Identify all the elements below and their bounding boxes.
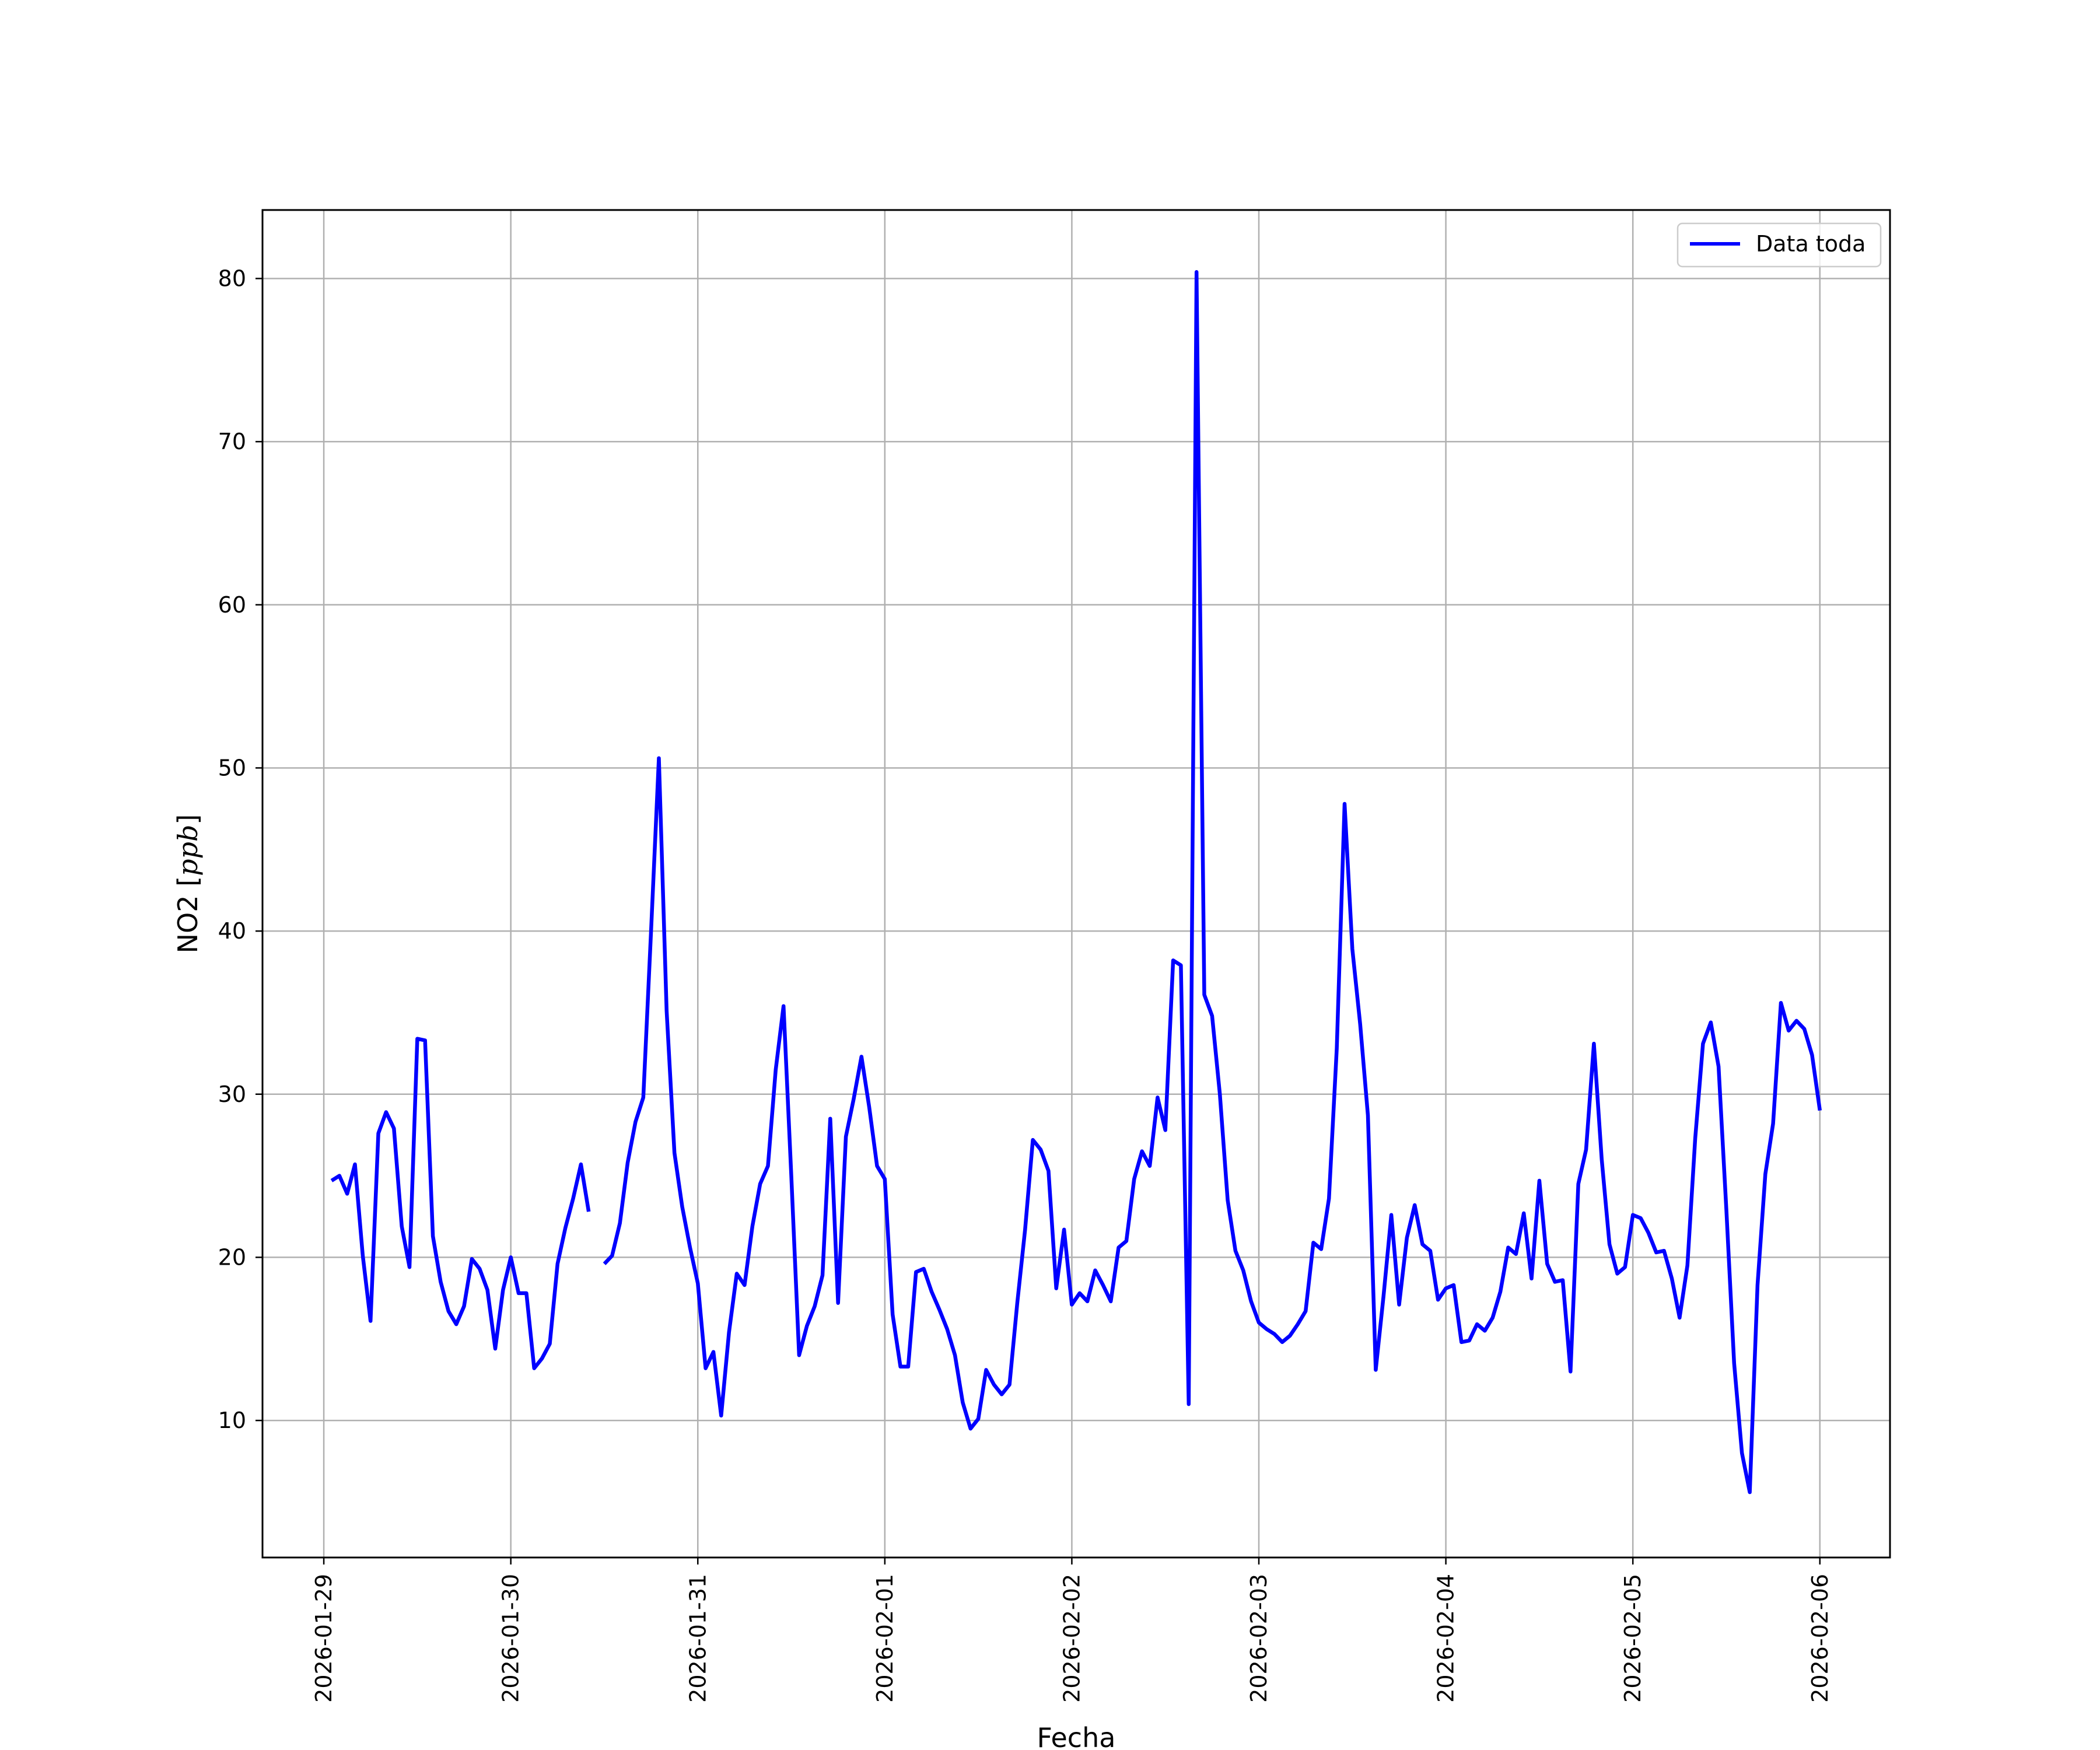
y-tick-label: 30 (218, 1082, 246, 1107)
y-axis-label-main: NO2 [ (172, 876, 204, 953)
y-tick-label: 60 (218, 592, 246, 618)
grid-lines (262, 210, 1890, 1558)
y-tick-label: 20 (218, 1244, 246, 1270)
x-tick-label: 2026-02-03 (1246, 1574, 1272, 1703)
x-tick-label: 2026-02-04 (1433, 1574, 1459, 1703)
x-tick-label: 2026-02-01 (872, 1574, 898, 1703)
plot-frame (261, 209, 1891, 1559)
x-tick-label: 2026-02-02 (1059, 1574, 1084, 1703)
x-tick-label: 2026-01-31 (685, 1574, 710, 1703)
x-axis-label: Fecha (1037, 1722, 1116, 1750)
legend: Data toda (1676, 222, 1882, 268)
series-lines (330, 270, 1822, 1494)
y-tick-label: 50 (218, 755, 246, 780)
y-axis-ticks: 10 20 30 40 50 60 70 80 (218, 265, 262, 1433)
legend-label: Data toda (1756, 231, 1866, 257)
y-tick-label: 70 (218, 429, 246, 454)
legend-box (1676, 222, 1882, 268)
series-line-0 (330, 270, 1822, 1494)
y-axis-label: NO2 [ppb] (172, 814, 204, 954)
x-tick-label: 2026-01-29 (311, 1574, 337, 1703)
x-tick-label: 2026-02-06 (1807, 1574, 1833, 1703)
x-tick-label: 2026-02-05 (1620, 1574, 1646, 1703)
x-tick-label: 2026-01-30 (498, 1574, 524, 1703)
y-tick-label: 40 (218, 918, 246, 944)
y-tick-label: 10 (218, 1408, 246, 1433)
y-tick-label: 80 (218, 265, 246, 291)
y-axis-label-unit: ppb (172, 825, 204, 876)
y-axis-label-close: ] (172, 814, 204, 825)
x-axis-ticks: 2026-01-29 2026-01-30 2026-01-31 2026-02-01… (311, 1558, 1833, 1703)
